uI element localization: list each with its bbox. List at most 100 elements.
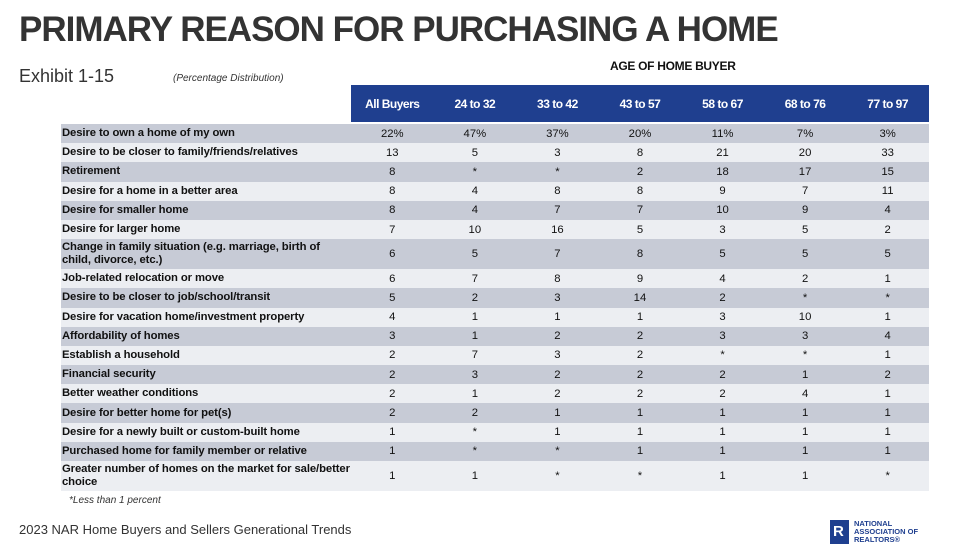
table-cell: 1 <box>884 407 891 420</box>
table-cell: 1 <box>389 445 396 458</box>
row-label: Desire for larger home <box>62 223 181 236</box>
table-cell: 5 <box>801 223 809 236</box>
table-cell: 1 <box>471 311 478 324</box>
table-row: Purchased home for family member or rela… <box>61 441 929 461</box>
table-cell: 5 <box>471 146 478 159</box>
table-cell: 5 <box>884 248 891 261</box>
table-cell: 1 <box>719 470 726 482</box>
table-row: Desire for vacation home/investment prop… <box>61 307 929 327</box>
footer-source: 2023 NAR Home Buyers and Sellers Generat… <box>19 522 352 537</box>
table-row: Greater number of homes on the market fo… <box>61 461 929 491</box>
table-cell: 9 <box>636 272 644 285</box>
table-row: Desire to own a home of my own 22% 47% 37% 2… <box>61 124 929 144</box>
table-cell: 7% <box>796 127 814 140</box>
logo-line: REALTORS® <box>854 535 901 544</box>
table-cell: 2 <box>389 387 396 400</box>
table-cell: 2 <box>719 368 726 381</box>
table-cell: 2 <box>636 349 644 362</box>
table-row: Desire for a home in a better area 8 4 8 8 9 7… <box>61 181 929 201</box>
age-group-header: AGE OF HOME BUYER <box>610 59 736 73</box>
table-cell: 7 <box>636 204 644 217</box>
table-cell: 1 <box>636 445 644 458</box>
table-row: Desire to be closer to job/school/transi… <box>61 288 929 308</box>
table-cell: * <box>885 291 890 304</box>
table-cell: * <box>472 426 478 439</box>
table-cell: 1 <box>636 407 644 420</box>
table-cell: 1 <box>801 445 809 458</box>
table-row: Retirement 8 * * 2 18 17 15 <box>61 162 929 182</box>
table-cell: 8 <box>389 204 396 217</box>
table-cell: * <box>472 445 478 458</box>
table-cell: 2 <box>801 272 809 285</box>
table-cell: 1 <box>884 349 891 362</box>
row-label: Desire to own a home of my own <box>62 127 235 140</box>
table-cell: 1 <box>801 470 809 482</box>
table-cell: 2 <box>554 387 561 400</box>
row-label: Affordability of homes <box>62 329 180 342</box>
table-cell: 33 <box>881 146 894 159</box>
table-cell: 10 <box>798 311 812 324</box>
table-cell: 1 <box>719 445 726 458</box>
table-cell: 3 <box>719 311 726 324</box>
table-row: Desire for a newly built or custom-built… <box>61 422 929 442</box>
table-cell: 2 <box>884 223 891 236</box>
column-header: All Buyers <box>365 96 420 111</box>
row-label: Desire for vacation home/investment prop… <box>62 310 305 323</box>
table-row: Affordability of homes 3 1 2 2 3 3 4 <box>61 326 929 346</box>
realtor-r-icon <box>830 520 849 544</box>
table-cell: 6 <box>389 272 396 285</box>
table-cell: 3 <box>719 330 726 343</box>
table-cell: 1 <box>389 426 396 439</box>
row-label: Desire for smaller home <box>62 203 189 216</box>
table-cell: 2 <box>636 368 644 381</box>
table-cell: 9 <box>719 185 726 198</box>
row-label: Greater number of homes on the market fo… <box>62 463 350 488</box>
subtitle: (Percentage Distribution) <box>173 73 284 84</box>
table-cell: 2 <box>471 407 478 420</box>
table-cell: 4 <box>884 330 891 343</box>
row-label: Desire for a home in a better area <box>62 184 238 197</box>
table-cell: 16 <box>551 223 564 236</box>
table-cell: 7 <box>471 349 478 362</box>
table-row: Desire for better home for pet(s) 2 2 1 1 1 1 1 <box>61 403 929 423</box>
table-cell: 5 <box>636 223 644 236</box>
table-cell: 3 <box>719 223 726 236</box>
table-cell: 1 <box>554 426 561 439</box>
table-cell: 6 <box>389 248 396 261</box>
table-cell: 5 <box>389 291 396 304</box>
table-cell: 1 <box>471 330 478 343</box>
table-cell: 2 <box>471 291 478 304</box>
table-cell: 47% <box>463 127 487 140</box>
table-cell: * <box>555 445 560 458</box>
table-cell: * <box>555 470 560 482</box>
table-cell: 5 <box>719 248 726 261</box>
table-row: Desire for larger home 7 10 16 5 3 5 2 <box>61 219 929 240</box>
column-header: 58 to 67 <box>702 96 743 111</box>
table-cell: 18 <box>716 165 729 178</box>
table-cell: 1 <box>636 426 644 439</box>
table-cell: 7 <box>471 272 478 285</box>
table-cell: 3 <box>554 146 561 159</box>
table-cell: 1 <box>389 470 396 482</box>
row-label: Desire to be closer to job/school/transi… <box>62 291 271 304</box>
table-cell: 3 <box>471 368 478 381</box>
page-title: PRIMARY REASON FOR PURCHASING A HOME <box>19 10 779 49</box>
table-cell: 3 <box>389 330 396 343</box>
table-cell: 3 <box>801 330 809 343</box>
table-cell: * <box>555 165 560 178</box>
row-label: Retirement <box>62 165 121 178</box>
table-cell: 4 <box>471 204 478 217</box>
table-cell: 14 <box>633 291 647 304</box>
table-cell: 3 <box>554 349 561 362</box>
table-cell: 2 <box>719 387 726 400</box>
table-cell: 2 <box>636 330 644 343</box>
table-cell: 2 <box>884 368 891 381</box>
table-cell: 1 <box>471 470 478 482</box>
table-cell: 4 <box>801 387 809 400</box>
table-cell: 22% <box>380 127 404 140</box>
table-cell: 1 <box>884 272 891 285</box>
table-cell: 7 <box>389 223 396 236</box>
table-cell: 20% <box>628 127 652 140</box>
table-cell: * <box>472 165 478 178</box>
table-row: Desire for smaller home 8 4 7 7 10 9 4 <box>61 200 929 220</box>
